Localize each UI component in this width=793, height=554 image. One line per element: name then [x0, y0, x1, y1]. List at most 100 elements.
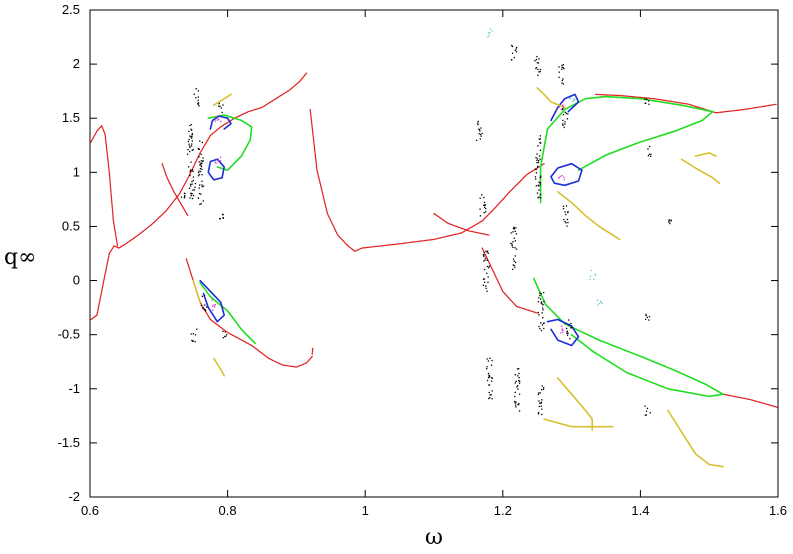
series-6-point [600, 300, 602, 302]
series-4-point [541, 399, 543, 401]
series-4-point [489, 357, 491, 359]
series-4-point [486, 259, 488, 261]
series-4-point [565, 213, 567, 216]
series-4-point [183, 197, 185, 199]
series-4-point [484, 259, 486, 261]
series-4-point [561, 108, 564, 111]
series-4-point [201, 174, 203, 176]
series-4-point [199, 168, 201, 170]
series-2-curve [550, 93, 580, 122]
series-4-point [513, 227, 515, 229]
series-4-point [540, 405, 542, 407]
y-axis-ticks: 2.5 2 1.5 1 0.5 0 -0.5 -1 -1.5 -2 [58, 2, 778, 504]
series-4-point [480, 135, 482, 137]
series-4-point [190, 193, 192, 195]
series-4-point [486, 250, 489, 252]
series-4-point [542, 309, 544, 311]
series-4-point [198, 173, 201, 176]
series-0-curve [722, 393, 778, 408]
x-tick-label: 0.6 [81, 503, 99, 518]
series-4-point [487, 281, 489, 283]
series-4-point [191, 180, 193, 183]
series-4-point [518, 379, 520, 382]
series-1-curve [532, 277, 724, 398]
series-4-point [540, 322, 542, 324]
series-4-point [568, 319, 570, 321]
series-4-point [539, 392, 541, 394]
series-4-point [538, 58, 540, 60]
series-4-point [203, 295, 206, 297]
series-4-point [512, 264, 514, 266]
series-5-point [212, 309, 214, 311]
series-5-point [563, 178, 566, 181]
series-4-point [566, 118, 569, 120]
series-4-point [537, 166, 539, 168]
series-4-point [558, 66, 560, 68]
series-4-point [197, 103, 199, 106]
series-4-point [222, 337, 224, 339]
series-1 [199, 95, 724, 398]
series-4-point [543, 291, 545, 294]
series-5-point [219, 156, 222, 158]
series-4-point [192, 179, 194, 182]
series-4-point [541, 324, 543, 326]
series-4-point [511, 59, 513, 61]
series-4-point [542, 388, 545, 390]
series-5-point [217, 117, 219, 119]
x-tick-label: 0.8 [219, 503, 237, 518]
series-6-point [569, 97, 571, 100]
series-4-point [491, 377, 494, 379]
series-4-point [486, 366, 488, 368]
series-4-point [648, 153, 650, 155]
series-4-point [200, 193, 202, 195]
series-4-point [189, 145, 191, 147]
series-1-curve [539, 95, 714, 204]
series-4-point [201, 184, 203, 186]
series-4-point [189, 170, 191, 173]
series-4-point [539, 295, 541, 297]
series-4-point [199, 140, 201, 142]
series-4-point [514, 247, 516, 249]
series-4-point [538, 181, 540, 183]
series-3-curve [192, 279, 201, 304]
series-4-point [479, 197, 481, 199]
series-4-point [201, 160, 204, 162]
series-4-point [515, 380, 517, 382]
series-4-point [484, 257, 487, 259]
series-4-point [540, 293, 542, 295]
series-4-point [538, 196, 540, 198]
series-4-point [517, 404, 519, 406]
series-4-point [567, 332, 569, 334]
series-5-point [215, 162, 217, 164]
series-4-point [565, 112, 568, 115]
series-4-point [538, 400, 540, 402]
series-4-point [487, 376, 490, 378]
series-4-point [481, 194, 483, 196]
series-4-point [484, 204, 486, 206]
y-tick-label: -2 [68, 489, 80, 504]
series-5-point [216, 115, 218, 117]
series-4-point [180, 196, 183, 198]
series-4-point [538, 189, 540, 191]
series-6-point [574, 98, 576, 101]
series-4-point [195, 88, 197, 90]
series-4-point [488, 397, 490, 400]
series-4-point [481, 132, 483, 135]
series-4-point [200, 304, 202, 307]
series-4-point [204, 309, 206, 311]
series-4-point [535, 58, 538, 61]
series-4-point [571, 326, 573, 329]
series-4-point [513, 226, 515, 228]
series-0-curve [311, 347, 314, 355]
series-4-point [564, 121, 566, 123]
series-6-point [590, 269, 592, 272]
series-4-point [515, 406, 517, 408]
series-4-point [514, 255, 516, 257]
series-4-point [539, 68, 542, 71]
series-4-point [486, 251, 488, 253]
series-6-point [573, 99, 575, 101]
series-5 [211, 101, 566, 334]
series-4-point [566, 225, 568, 227]
series-4-point [563, 219, 565, 221]
series-4-point [189, 146, 191, 149]
